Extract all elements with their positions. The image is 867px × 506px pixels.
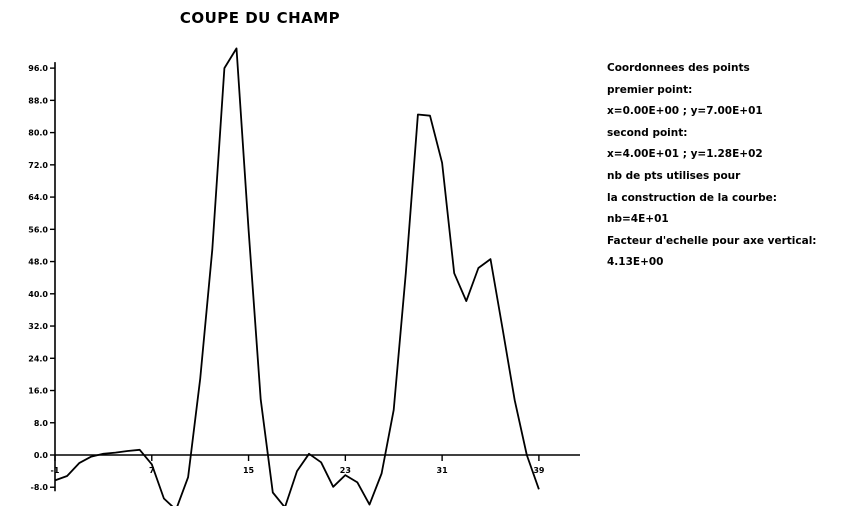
y-tick-label: 16.0 bbox=[28, 387, 48, 396]
info-line: x=4.00E+01 ; y=1.28E+02 bbox=[607, 148, 763, 161]
y-tick-label: -8.0 bbox=[31, 483, 49, 492]
info-line: premier point: bbox=[607, 83, 693, 96]
x-tick-label: -1 bbox=[51, 466, 60, 475]
coordinates-info-panel: Coordonnees des points premier point: x=… bbox=[607, 58, 863, 274]
info-line: x=0.00E+00 ; y=7.00E+01 bbox=[607, 105, 763, 118]
y-tick-label: 80.0 bbox=[28, 129, 48, 138]
y-tick-label: 88.0 bbox=[28, 96, 48, 105]
x-tick-label: 15 bbox=[243, 466, 255, 475]
axis-ticks: 96.0 88.0 80.0 72.0 64.0 56.0 48.0 40.0 32.0 24.0… bbox=[28, 64, 545, 492]
series-line bbox=[54, 47, 540, 506]
y-tick-label: 48.0 bbox=[28, 258, 48, 267]
y-tick-label: 64.0 bbox=[28, 193, 48, 202]
y-tick-label: 8.0 bbox=[34, 419, 49, 428]
info-line: Coordonnees des points bbox=[607, 62, 750, 74]
info-line: second point: bbox=[607, 126, 688, 139]
info-line: Facteur d'echelle pour axe vertical: bbox=[607, 234, 817, 247]
y-tick-label: 0.0 bbox=[34, 451, 49, 460]
y-tick-label: 96.0 bbox=[28, 64, 48, 73]
x-tick-label: 39 bbox=[533, 466, 545, 475]
x-tick-label: 23 bbox=[340, 466, 351, 475]
x-tick-label: 7 bbox=[149, 466, 155, 475]
info-line: la construction de la courbe: bbox=[607, 191, 777, 204]
y-tick-label: 32.0 bbox=[28, 322, 48, 331]
chart-title: COUPE DU CHAMP bbox=[179, 9, 341, 27]
x-tick-label: 31 bbox=[437, 466, 449, 475]
y-tick-label: 56.0 bbox=[28, 225, 48, 234]
series bbox=[54, 47, 540, 506]
info-line: nb de pts utilises pour bbox=[607, 169, 741, 182]
y-tick-label: 72.0 bbox=[28, 161, 48, 170]
y-tick-label: 40.0 bbox=[28, 290, 48, 299]
axes bbox=[54, 62, 580, 492]
info-line: nb=4E+01 bbox=[607, 213, 669, 226]
info-line: 4.13E+00 bbox=[607, 256, 664, 269]
y-tick-label: 24.0 bbox=[28, 354, 48, 363]
